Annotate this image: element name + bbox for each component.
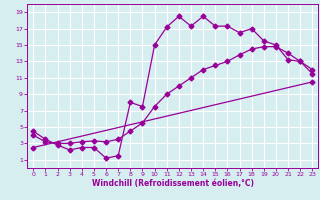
X-axis label: Windchill (Refroidissement éolien,°C): Windchill (Refroidissement éolien,°C)	[92, 179, 254, 188]
